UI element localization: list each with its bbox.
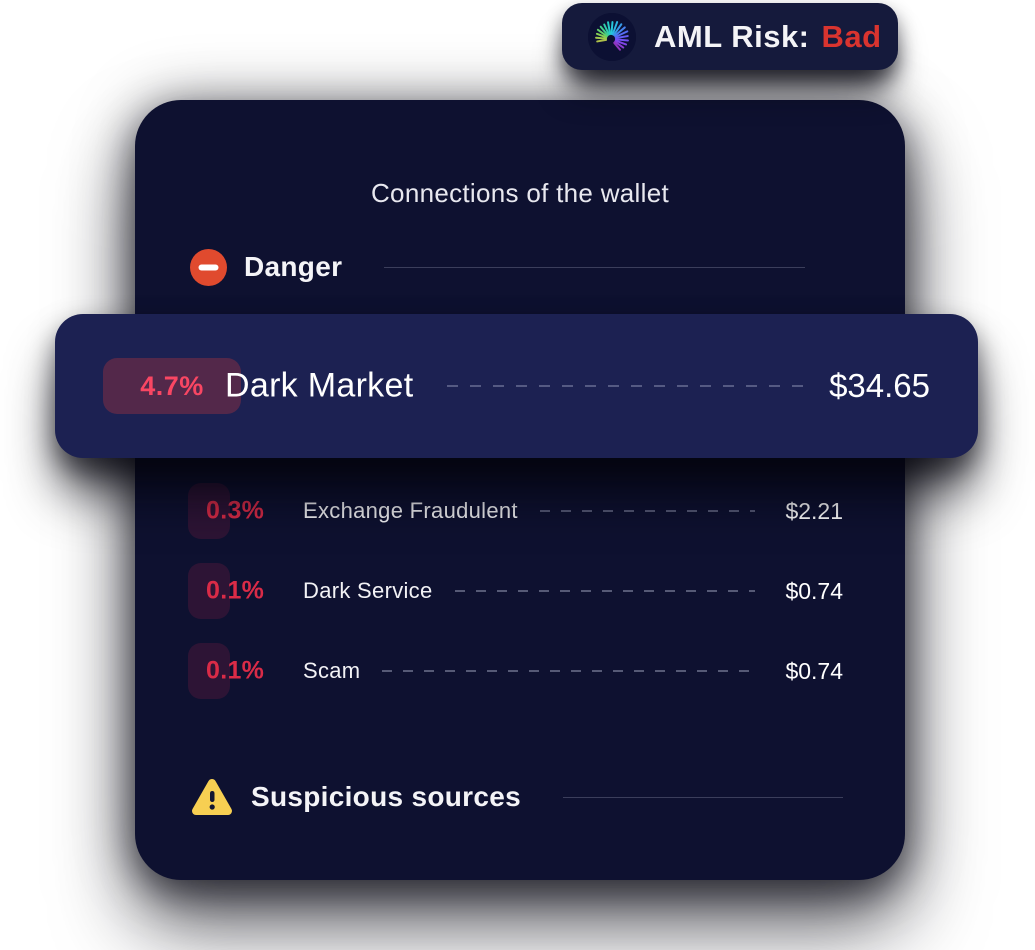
connection-label: Dark Market <box>225 366 414 405</box>
percent-chip <box>188 643 230 699</box>
percent-chip <box>188 563 230 619</box>
connection-row-dark-service[interactable]: 0.1% Dark Service $0.74 <box>135 551 905 631</box>
percent-value: 0.1% <box>206 576 265 605</box>
suspicious-section-rule <box>562 796 843 798</box>
percent-badge: 0.3% <box>188 482 303 540</box>
connections-list: 0.3% Exchange Fraudulent $2.21 0.1% Dark… <box>135 471 905 711</box>
connection-label: Dark Service <box>303 578 433 603</box>
percent-badge: 0.1% <box>188 642 303 700</box>
percent-badge: 4.7% <box>103 358 241 414</box>
aml-risk-value: Bad <box>821 18 882 54</box>
spiral-fan-logo-icon <box>588 12 636 61</box>
danger-section-rule <box>384 266 805 268</box>
no-entry-icon <box>190 248 227 286</box>
connections-panel: Connections of the wallet Danger 0.3% Ex… <box>135 100 905 880</box>
dotted-leader <box>382 670 755 672</box>
percent-value: 0.3% <box>206 496 265 525</box>
aml-risk-text: AML Risk: Bad <box>654 19 882 55</box>
aml-risk-badge: AML Risk: Bad <box>562 3 898 70</box>
connection-row-exchange-fraudulent[interactable]: 0.3% Exchange Fraudulent $2.21 <box>135 471 905 551</box>
percent-chip <box>188 483 230 539</box>
connection-row-scam[interactable]: 0.1% Scam $0.74 <box>135 631 905 711</box>
aml-risk-label: AML Risk: <box>654 18 810 54</box>
connection-label: Scam <box>303 658 361 683</box>
connection-amount: $0.74 <box>785 657 843 684</box>
suspicious-section-label: Suspicious sources <box>251 781 521 812</box>
connection-amount: $2.21 <box>785 497 843 524</box>
panel-title: Connections of the wallet <box>370 178 669 208</box>
danger-section-label: Danger <box>244 251 343 282</box>
connection-label: Exchange Fraudulent <box>303 498 518 523</box>
connection-row-dark-market-highlighted[interactable]: 4.7% Dark Market $34.65 <box>55 314 978 458</box>
warning-triangle-icon <box>190 776 234 818</box>
suspicious-section-header: Suspicious sources <box>190 772 843 822</box>
percent-value: 0.1% <box>206 656 265 685</box>
percent-value: 4.7% <box>140 370 204 401</box>
dotted-leader <box>539 510 755 512</box>
percent-badge: 0.1% <box>188 562 303 620</box>
dotted-leader <box>447 385 810 387</box>
danger-section-header: Danger <box>190 248 805 286</box>
connection-amount: $34.65 <box>829 367 930 404</box>
dotted-leader <box>454 590 755 592</box>
connection-amount: $0.74 <box>785 577 843 604</box>
